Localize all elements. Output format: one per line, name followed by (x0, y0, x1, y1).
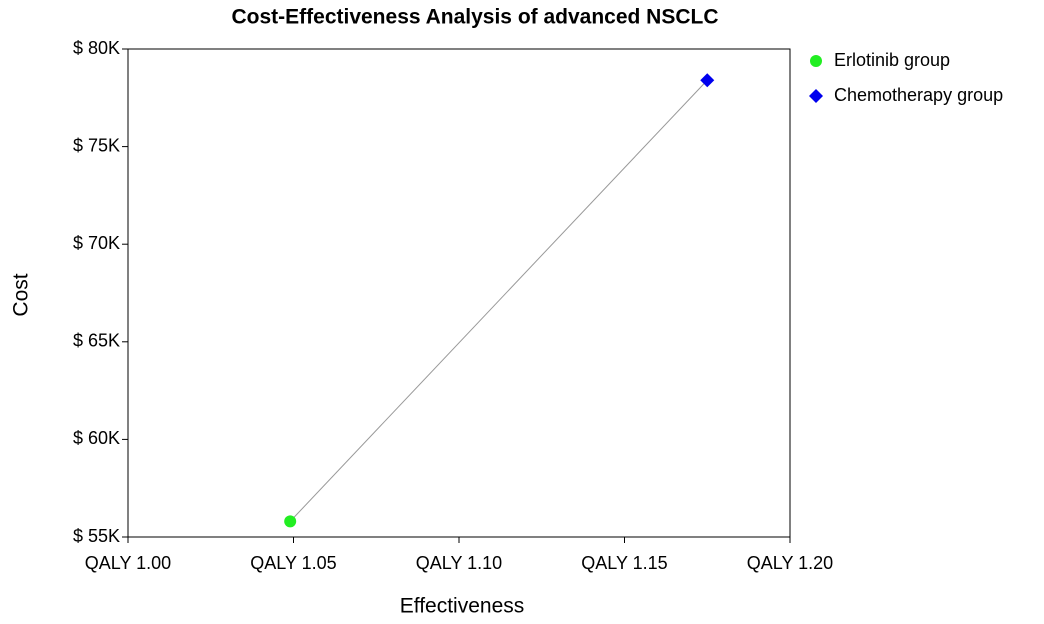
y-tick-label: $ 70K (73, 233, 120, 253)
y-tick-label: $ 80K (73, 38, 120, 58)
x-tick-label: QALY 1.15 (581, 553, 667, 573)
legend-marker (810, 55, 822, 67)
y-tick-label: $ 75K (73, 135, 120, 155)
y-tick-label: $ 65K (73, 331, 120, 351)
x-tick-label: QALY 1.10 (416, 553, 502, 573)
connector-line (289, 79, 708, 522)
y-tick-label: $ 55K (73, 526, 120, 546)
x-tick-label: QALY 1.00 (85, 553, 171, 573)
y-axis-label: Cost (10, 273, 33, 316)
point (700, 73, 715, 88)
plot-frame (127, 48, 791, 538)
point (284, 515, 297, 528)
x-tick-label: QALY 1.20 (747, 553, 833, 573)
y-tick-label: $ 60K (73, 428, 120, 448)
x-axis-label: Effectiveness (400, 595, 525, 618)
legend-label: Erlotinib group (834, 50, 950, 70)
legend-marker (809, 89, 823, 103)
chart-title: Cost-Effectiveness Analysis of advanced … (231, 6, 718, 29)
x-tick-label: QALY 1.05 (250, 553, 336, 573)
legend-label: Chemotherapy group (834, 85, 1003, 105)
